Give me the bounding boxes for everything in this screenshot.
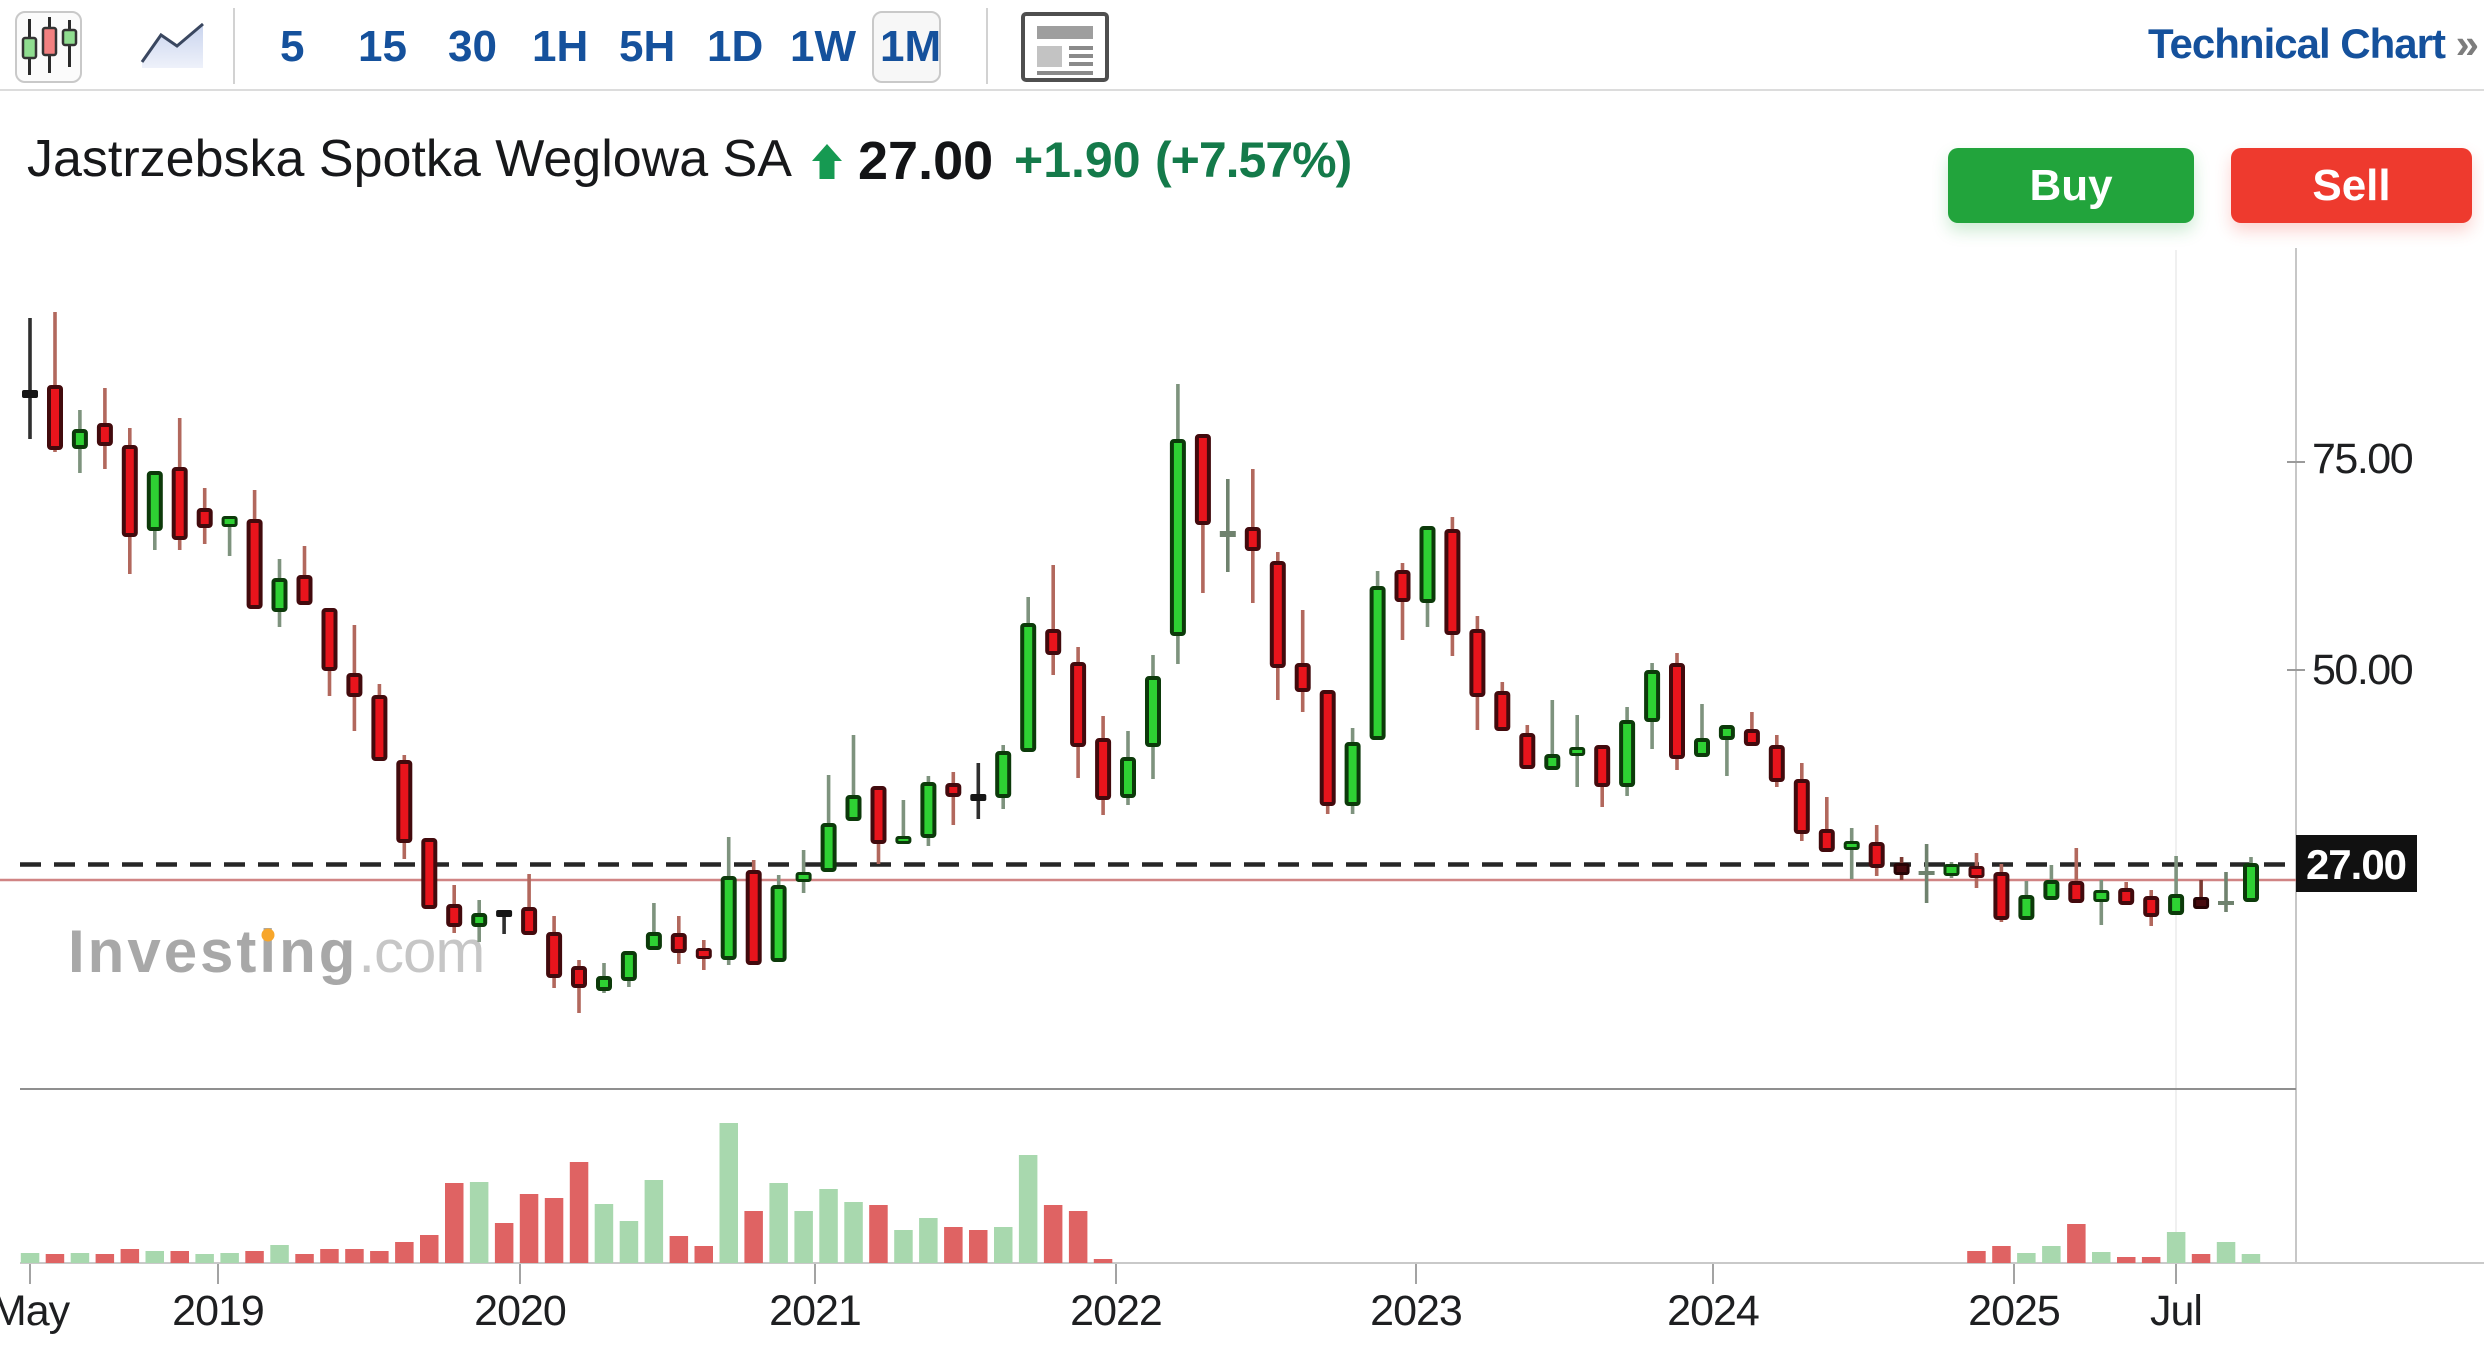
svg-text:2023: 2023 <box>1370 1287 1462 1335</box>
svg-text:50.00: 50.00 <box>2312 646 2413 694</box>
svg-text:2021: 2021 <box>769 1287 861 1335</box>
svg-text:May: May <box>0 1287 71 1335</box>
svg-text:75.00: 75.00 <box>2312 435 2413 483</box>
svg-text:2025: 2025 <box>1968 1287 2060 1335</box>
svg-text:2019: 2019 <box>172 1287 264 1335</box>
svg-text:27.00: 27.00 <box>2306 841 2406 888</box>
svg-text:Jul: Jul <box>2150 1287 2202 1335</box>
svg-text:Investing.com: Investing.com <box>68 918 484 985</box>
svg-text:2020: 2020 <box>474 1287 566 1335</box>
svg-text:2024: 2024 <box>1667 1287 1759 1335</box>
svg-text:2022: 2022 <box>1070 1287 1162 1335</box>
